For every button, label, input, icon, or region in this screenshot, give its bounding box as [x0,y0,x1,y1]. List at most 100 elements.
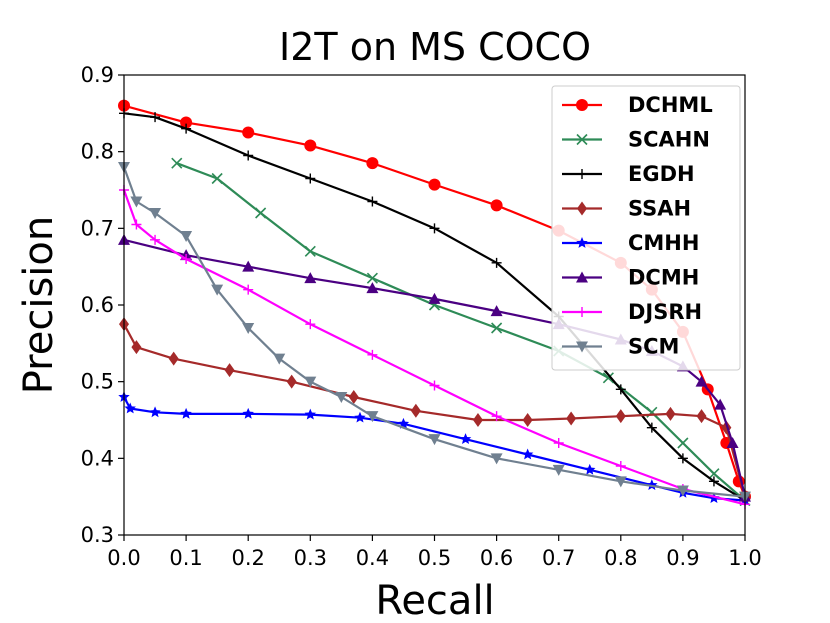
data-point [180,116,193,129]
legend-items: DCHML SCAHN EGDH SSAH CMHH DCMH DJSRH SCM [562,93,713,359]
data-point [522,413,533,427]
legend-item: SSAH [562,197,691,221]
y-tick-label: 0.8 [81,140,114,164]
data-point [410,403,421,418]
data-point [491,257,502,268]
data-point [490,199,503,212]
legend-item: DCHML [562,93,713,117]
legend-marker [577,201,587,216]
legend-box [551,85,741,371]
data-point [150,112,161,123]
data-point [181,123,192,134]
legend-item: EGDH [562,162,695,186]
data-point [490,305,503,317]
data-point [553,438,564,448]
legend-marker [576,271,588,283]
series-line-scm [122,166,746,498]
data-point [304,376,317,388]
data-point [242,323,255,334]
data-point [149,406,161,418]
data-point [472,413,483,427]
legend-label: DJSRH [628,300,702,324]
legend-label: SCM [628,335,679,359]
data-point [305,319,316,330]
legend-label: SCAHN [628,128,710,152]
legend-marker [576,99,588,111]
y-tick-label: 0.6 [81,293,114,317]
data-point [150,234,161,245]
x-tick-label: 0.1 [169,546,202,570]
chart-title: I2T on MS COCO [279,25,591,69]
legend-marker [577,169,587,179]
data-point [615,461,626,471]
x-tick-label: 0.3 [294,546,327,570]
data-point [602,372,614,384]
x-axis-label: Recall [375,578,494,623]
data-point [149,208,162,219]
y-tick-label: 0.5 [81,370,114,394]
data-point [428,292,441,304]
data-point [180,407,192,419]
y-axis-ticks: 0.3 0.4 0.5 0.6 0.7 0.8 0.9 [81,63,124,547]
data-point [566,411,577,426]
data-point [243,284,254,295]
data-point [242,407,254,419]
x-tick-label: 0.4 [356,546,389,570]
data-point [171,157,183,169]
data-point [615,384,626,395]
legend-label: EGDH [628,162,695,186]
data-point [242,126,255,139]
data-point [131,219,142,230]
y-tick-label: 0.9 [81,63,114,87]
data-point [491,411,502,422]
data-point [131,340,142,355]
data-point [224,363,235,378]
data-point [521,448,534,460]
x-axis-ticks: 0.0 0.1 0.2 0.3 0.4 0.5 0.6 0.7 0.8 0.9 1.0 [107,535,762,570]
y-tick-label: 0.3 [81,523,114,547]
data-point [366,282,379,294]
data-point [304,272,317,284]
x-tick-label: 0.6 [480,546,513,570]
data-point [708,476,719,487]
data-point [366,157,379,170]
legend-item: SCM [562,335,679,359]
series-line-egdh [123,112,746,502]
data-point [366,411,379,423]
data-point [428,178,441,191]
data-point [646,422,657,433]
x-tick-label: 1.0 [728,546,761,570]
y-tick-label: 0.7 [81,216,114,240]
data-point [429,380,440,391]
legend-label: DCHML [628,93,713,117]
x-tick-label: 0.7 [542,546,575,570]
data-point [665,406,676,421]
data-point [180,231,193,242]
legend-item: DJSRH [562,300,702,324]
x-tick-label: 0.2 [231,546,264,570]
data-point [615,409,626,424]
data-point [305,173,316,184]
data-point [429,223,440,234]
series-scm [118,162,751,503]
data-point [459,433,472,445]
data-point [304,245,316,257]
legend-label: DCMH [628,266,699,290]
data-point [130,196,143,208]
data-point [428,434,441,446]
data-point [726,437,739,448]
data-point [304,408,317,420]
legend-marker [577,307,587,317]
data-point [714,398,727,410]
data-point [584,463,596,475]
legend-label: SSAH [628,197,691,221]
data-point [348,390,359,404]
legend-item: SCAHN [562,128,710,152]
data-point [366,272,378,284]
data-point [677,453,688,464]
data-point [354,411,366,423]
data-point [242,260,255,272]
data-point [677,437,689,449]
data-point [367,349,378,360]
